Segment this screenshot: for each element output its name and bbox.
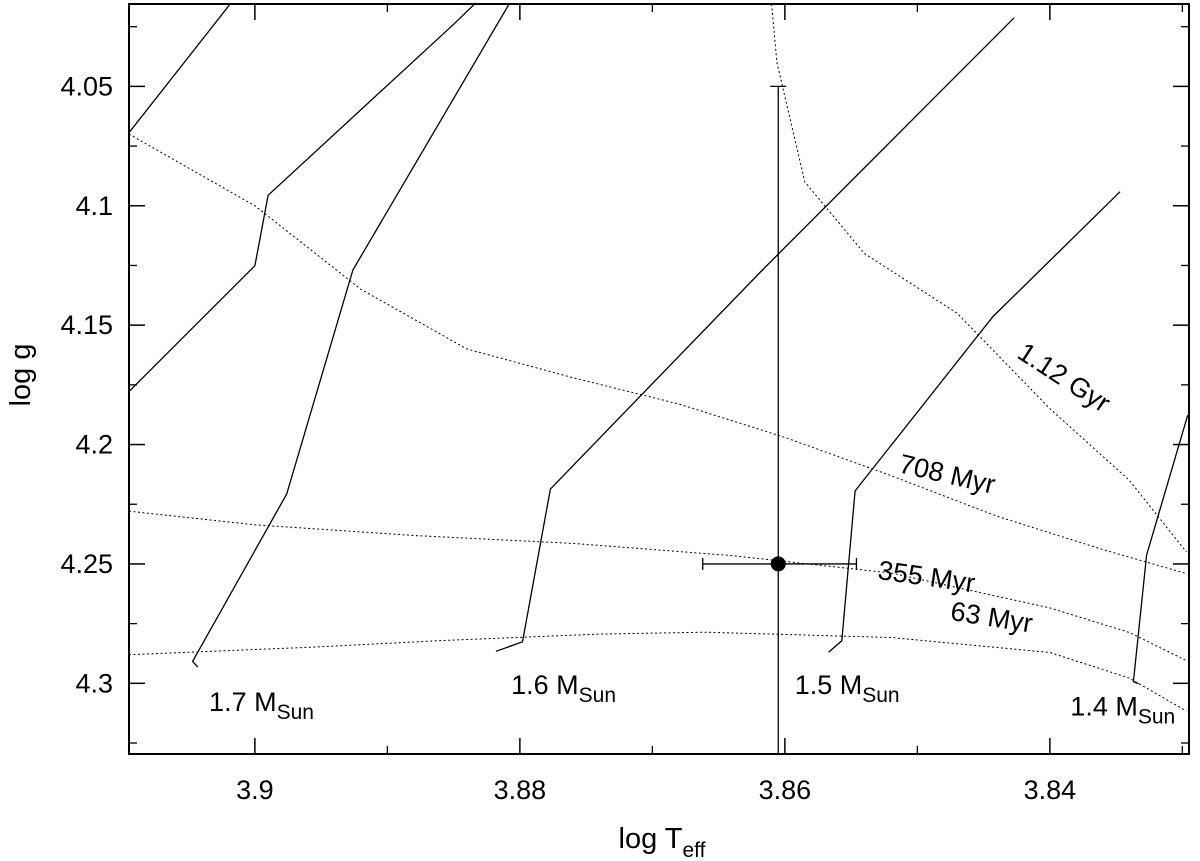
isochrone-line <box>129 631 1187 712</box>
mass-track-line <box>828 191 1121 653</box>
isochrone-label: 1.12 Gyr <box>1012 337 1115 419</box>
mass-track-label-subscript: Sun <box>277 701 314 724</box>
mass-track-line <box>495 17 1015 652</box>
isochrone-label: 63 Myr <box>949 596 1035 639</box>
y-tick-label: 4.1 <box>75 191 113 221</box>
mass-track-label: 1.4 MSun <box>1070 691 1175 728</box>
y-axis-label: log g <box>5 344 37 407</box>
mass-track-line <box>191 4 510 668</box>
mass-track-label-value: 1.7 M <box>209 687 277 717</box>
mass-track-label: 1.5 MSun <box>795 670 900 707</box>
mass-track-label-subscript: Sun <box>579 684 616 707</box>
mass-track-line <box>129 4 476 392</box>
axes: 4.05 4.1 4.15 4.2 4.25 4.3 3.9 3.88 3.86 3.84 <box>60 3 1190 805</box>
x-tick-label: 3.9 <box>236 775 274 805</box>
mass-track-label-value: 1.6 M <box>511 670 579 700</box>
y-tick-label: 4.05 <box>60 71 113 101</box>
mass-track-label-value: 1.5 M <box>795 670 863 700</box>
x-tick-label: 3.86 <box>759 775 812 805</box>
isochrone-line <box>771 4 1187 553</box>
mass-track-label: 1.7 MSun <box>209 687 314 724</box>
measurement-point <box>702 85 858 754</box>
mass-track-label: 1.6 MSun <box>511 670 616 707</box>
plot-frame <box>128 3 1190 755</box>
isochrone-label: 708 Myr <box>896 449 998 500</box>
y-tick-label: 4.15 <box>60 310 113 340</box>
isochrone-line <box>129 510 1187 662</box>
data-point <box>770 556 786 572</box>
mass-track-label-subscript: Sun <box>862 684 899 707</box>
x-tick-label: 3.88 <box>494 775 547 805</box>
mass-track-label-subscript: Sun <box>1138 705 1175 728</box>
isochrone-line <box>129 133 1187 574</box>
x-axis-label: log Teff <box>619 823 706 861</box>
isochrones <box>129 4 1187 712</box>
y-tick-label: 4.25 <box>60 549 113 579</box>
x-tick-label: 3.84 <box>1024 775 1077 805</box>
y-tick-label: 4.2 <box>75 430 113 460</box>
y-tick-label: 4.3 <box>75 668 113 698</box>
evolutionary-tracks <box>129 4 1189 685</box>
mass-track-line <box>129 4 232 134</box>
mass-track-label-value: 1.4 M <box>1070 691 1138 721</box>
mass-track-line <box>1132 415 1189 685</box>
isochrone-label: 355 Myr <box>876 555 977 598</box>
